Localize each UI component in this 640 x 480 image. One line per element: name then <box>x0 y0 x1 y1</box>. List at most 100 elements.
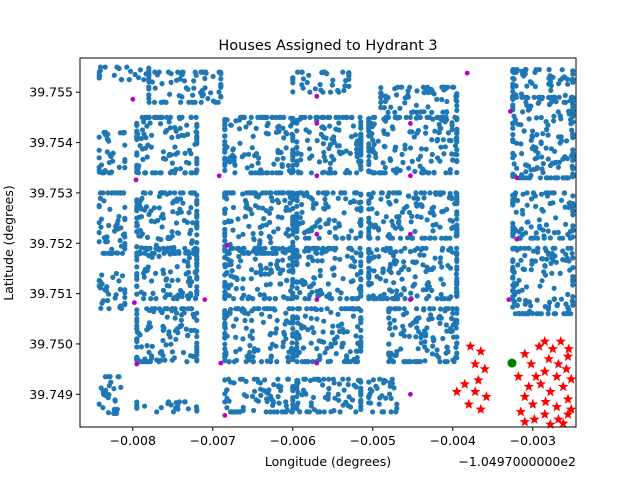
assigned-house-point <box>481 391 492 402</box>
house-point <box>96 229 102 236</box>
house-point <box>356 199 362 206</box>
house-point <box>545 306 552 312</box>
house-point <box>398 248 404 254</box>
house-point <box>315 258 321 264</box>
house-point <box>283 231 289 237</box>
house-point <box>333 235 340 241</box>
house-point <box>290 333 296 339</box>
house-point <box>180 349 187 356</box>
house-point <box>134 264 140 270</box>
house-point <box>321 154 327 160</box>
house-point <box>142 170 148 176</box>
house-point <box>434 296 440 302</box>
house-point <box>230 204 237 211</box>
house-point <box>320 245 326 251</box>
house-point <box>512 190 519 196</box>
house-point <box>378 85 384 91</box>
house-point <box>558 134 564 140</box>
house-point <box>185 263 191 269</box>
house-point <box>199 93 205 99</box>
house-point <box>179 94 185 100</box>
house-point <box>400 159 406 166</box>
house-point <box>223 351 229 358</box>
house-point <box>358 220 364 226</box>
house-point <box>560 156 566 162</box>
house-point <box>448 138 454 144</box>
house-point <box>148 296 154 302</box>
house-point <box>325 220 331 227</box>
house-point <box>335 311 341 317</box>
house-point <box>233 275 240 281</box>
house-point <box>390 253 396 259</box>
house-point <box>308 340 314 346</box>
house-point <box>514 165 520 171</box>
house-point <box>308 315 314 321</box>
house-point <box>393 170 399 176</box>
house-point <box>122 302 128 308</box>
house-point <box>440 114 446 120</box>
house-point <box>354 348 360 354</box>
house-point <box>454 226 460 232</box>
hydrant-point <box>314 360 320 366</box>
house-point <box>294 403 300 409</box>
house-point <box>240 191 246 197</box>
house-point <box>520 211 526 217</box>
house-point <box>340 402 346 408</box>
house-point <box>282 197 288 203</box>
house-point <box>255 306 261 312</box>
house-point <box>394 405 400 411</box>
house-point <box>444 98 450 105</box>
house-point <box>340 376 346 382</box>
house-point <box>194 250 200 256</box>
house-point <box>514 281 520 287</box>
house-point <box>268 269 275 275</box>
house-point <box>284 204 290 211</box>
house-point <box>290 239 296 245</box>
house-point <box>387 261 394 267</box>
hydrant-point <box>408 297 413 302</box>
house-block <box>134 190 200 256</box>
house-point <box>216 89 222 95</box>
house-point <box>264 114 270 120</box>
house-point <box>124 64 130 70</box>
house-point <box>109 246 115 252</box>
house-point <box>258 392 264 398</box>
house-point <box>136 75 142 81</box>
house-block <box>134 399 200 415</box>
house-point <box>336 223 342 229</box>
house-point <box>438 255 444 261</box>
house-point <box>437 224 443 230</box>
house-point <box>96 72 102 78</box>
house-point <box>169 277 175 284</box>
x-tick-label: −0.005 <box>350 433 396 448</box>
house-point <box>553 159 559 165</box>
house-point <box>551 230 558 236</box>
house-point <box>327 142 333 148</box>
house-point <box>378 95 384 101</box>
house-point <box>422 358 428 364</box>
house-point <box>371 141 377 148</box>
house-point <box>122 142 128 148</box>
house-point <box>357 233 364 239</box>
house-point <box>406 266 412 273</box>
house-point <box>111 72 117 78</box>
assigned-house-point <box>519 416 530 427</box>
house-point <box>437 158 443 164</box>
assigned-houses <box>451 335 577 429</box>
house-point <box>454 251 460 257</box>
house-point <box>557 270 563 276</box>
x-tick-label: −0.006 <box>270 433 316 448</box>
house-point <box>394 214 400 220</box>
house-point <box>520 71 526 77</box>
assigned-house-point <box>539 335 550 346</box>
house-point <box>235 216 241 222</box>
house-point <box>120 129 126 136</box>
house-point <box>410 283 416 289</box>
house-point <box>162 190 168 196</box>
house-point <box>454 130 460 137</box>
house-point <box>339 235 345 241</box>
house-point <box>548 87 554 93</box>
house-point <box>156 205 162 211</box>
house-point <box>440 281 446 287</box>
house-point <box>222 320 228 326</box>
